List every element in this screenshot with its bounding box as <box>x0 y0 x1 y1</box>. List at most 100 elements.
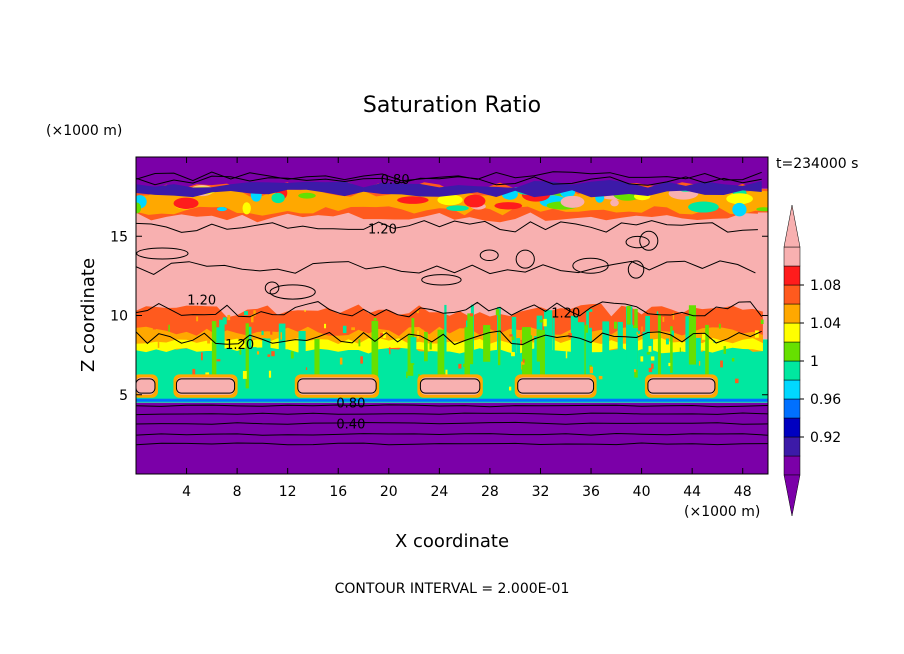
speckle <box>662 316 665 322</box>
speckle <box>290 351 294 359</box>
convective-column <box>576 322 585 392</box>
speckle <box>511 363 516 367</box>
speckle <box>263 366 267 374</box>
band-patch <box>216 207 227 212</box>
speckle <box>463 363 465 367</box>
band-patch <box>136 202 142 214</box>
contour-interval-footer: CONTOUR INTERVAL = 2.000E-01 <box>335 581 570 597</box>
x-tick-label: 24 <box>430 484 448 500</box>
y-axis-title: Z coordinate <box>78 258 99 372</box>
speckle <box>192 368 196 376</box>
colorbar-swatch <box>783 303 801 324</box>
convective-column <box>371 320 379 378</box>
contour-loop <box>479 249 499 262</box>
speckle <box>268 370 272 378</box>
colorbar-tick-label: 1.04 <box>810 316 841 332</box>
speckle <box>256 351 260 355</box>
x-axis-title: X coordinate <box>395 531 509 552</box>
convective-column <box>298 330 306 391</box>
colorbar-swatch <box>783 360 801 381</box>
speckle <box>495 309 500 316</box>
speckle <box>568 333 572 338</box>
contour-loop <box>269 284 316 300</box>
contour-loop <box>572 257 609 274</box>
convective-column <box>570 315 578 381</box>
speckle <box>187 313 190 321</box>
speckle <box>656 311 659 315</box>
speckle <box>646 352 651 355</box>
speckle <box>511 336 515 341</box>
colorbar-max-arrow <box>783 204 801 248</box>
convective-column <box>534 336 537 383</box>
speckle <box>267 354 271 357</box>
speckle <box>671 330 674 337</box>
speckle <box>511 352 515 357</box>
speckle <box>723 346 726 354</box>
contour-label: 1.20 <box>551 306 580 321</box>
contour-labels: 0.80 1.20 1.20 1.20 1.20 0.80 0.40 <box>187 173 580 432</box>
convective-column <box>245 323 249 389</box>
x-tick-label: 12 <box>279 484 297 500</box>
convective-column <box>524 335 533 376</box>
speckle <box>157 342 160 348</box>
contour-line <box>136 442 768 446</box>
speckle <box>264 377 269 385</box>
speckle <box>641 326 643 333</box>
band-patch <box>397 196 429 204</box>
speckle <box>720 360 723 368</box>
convective-column <box>617 321 623 361</box>
band-patch <box>560 195 585 208</box>
band-patch <box>756 207 768 212</box>
speckle <box>458 363 462 369</box>
convective-column <box>626 324 633 380</box>
convective-column <box>437 329 446 387</box>
colorbar-swatch <box>783 284 801 305</box>
colorbar-tick-label: 0.92 <box>810 430 841 446</box>
y-tick-label: 5 <box>119 388 128 404</box>
contour-lines <box>136 171 768 446</box>
speckle <box>270 327 273 335</box>
band-patch <box>271 192 285 204</box>
band-patch <box>463 194 486 208</box>
speckle <box>417 330 419 339</box>
speckle <box>508 386 512 391</box>
speckle <box>565 351 568 359</box>
speckle <box>406 371 408 379</box>
band-patch <box>298 192 316 199</box>
speckle <box>539 319 544 323</box>
convective-column <box>552 317 555 379</box>
speckle <box>735 378 739 384</box>
cloud-lens <box>176 377 235 395</box>
contour-line <box>136 421 768 425</box>
speckle <box>339 357 343 365</box>
speckle <box>216 359 221 362</box>
contour-line <box>136 220 758 233</box>
speckle <box>252 347 257 353</box>
contour-lens <box>647 378 716 394</box>
cloud-lens <box>136 377 155 395</box>
contour-loop <box>136 247 189 260</box>
speckle <box>373 315 378 319</box>
speckle <box>280 332 282 340</box>
speckle <box>633 369 636 373</box>
speckle <box>598 375 603 380</box>
convective-column <box>483 325 491 362</box>
colorbar-swatch <box>783 417 801 438</box>
speckle <box>651 363 654 369</box>
speckle <box>588 309 593 312</box>
convective-column <box>410 337 417 364</box>
speckle <box>207 337 211 344</box>
speckle <box>304 309 306 312</box>
speckle <box>305 367 308 371</box>
colorbar-tick-label: 0.96 <box>810 392 841 408</box>
speckle <box>418 374 420 378</box>
speckle <box>469 313 474 317</box>
y-unit-label: (×1000 m) <box>46 123 122 139</box>
speckle <box>521 364 526 371</box>
band-patch <box>732 202 747 217</box>
band-patch <box>242 202 251 215</box>
convective-column <box>278 323 286 381</box>
speckle <box>648 367 653 373</box>
speckle <box>196 316 199 322</box>
x-tick-label: 44 <box>683 484 701 500</box>
